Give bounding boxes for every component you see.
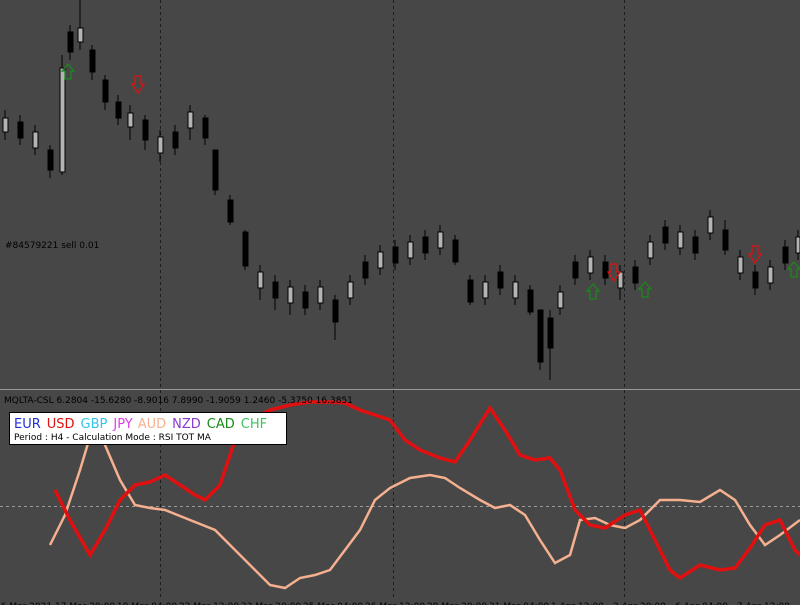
aud-strength-line — [48, 416, 800, 590]
time-tick-label: 7 Apr 12:00 — [737, 602, 790, 605]
currency-name: AUD — [138, 417, 166, 432]
sell-arrow — [130, 75, 146, 95]
currency-name: JPY — [112, 417, 132, 432]
buy-arrow — [637, 281, 653, 298]
indicator-label: MQLTA-CSL 6.2804 -15.6280 -8.9016 7.8990… — [4, 396, 353, 406]
currency-name: CHF — [241, 417, 267, 432]
time-tick-label: 19 Mar 04:00 — [117, 602, 177, 605]
time-tick-label: 16 Mar 2021 — [0, 602, 52, 605]
period-separators — [160, 0, 625, 600]
time-tick-label: 1 Apr 12:00 — [551, 602, 604, 605]
legend-settings: Period : H4 - Calculation Mode : RSI TOT… — [14, 433, 212, 443]
time-tick-label: 22 Mar 12:00 — [179, 602, 239, 605]
bullish-candles — [2, 27, 800, 309]
currency-name: GBP — [81, 417, 108, 432]
time-tick-label: 6 Apr 04:00 — [675, 602, 728, 605]
time-tick-label: 17 Mar 20:00 — [55, 602, 115, 605]
buy-arrow — [585, 283, 601, 300]
time-tick-label: 25 Mar 04:00 — [303, 602, 363, 605]
currency-name: CAD — [207, 417, 235, 432]
buy-arrow — [60, 63, 76, 80]
time-axis: 16 Mar 202117 Mar 20:0019 Mar 04:0022 Ma… — [0, 602, 790, 605]
time-tick-label: 23 Mar 20:00 — [241, 602, 301, 605]
bearish-candles — [17, 31, 789, 363]
legend-box — [9, 412, 287, 445]
sell-arrow — [606, 263, 622, 283]
currency-legend: EUR USD GBP JPY AUD NZD CAD CHF — [14, 417, 267, 432]
sell-arrow — [747, 245, 763, 265]
currency-name: USD — [47, 417, 75, 432]
currency-name: NZD — [172, 417, 201, 432]
time-tick-label: 2 Apr 20:00 — [613, 602, 666, 605]
time-tick-label: 26 Mar 12:00 — [365, 602, 425, 605]
usd-strength-line — [53, 400, 800, 581]
signal-arrows — [60, 63, 800, 300]
currency-name: EUR — [14, 417, 41, 432]
order-label: #84579221 sell 0.01 — [5, 241, 99, 251]
time-tick-label: 31 Mar 04:00 — [489, 602, 549, 605]
time-tick-label: 29 Mar 20:00 — [427, 602, 487, 605]
